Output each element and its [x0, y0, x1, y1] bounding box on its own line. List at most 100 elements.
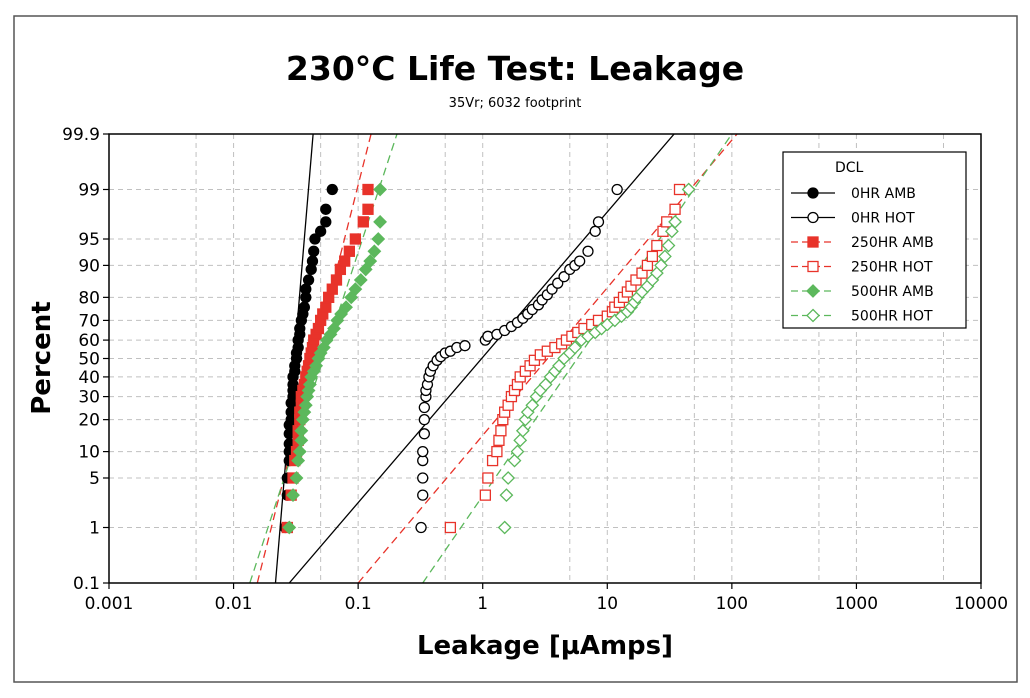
data-point	[320, 203, 332, 215]
data-point	[513, 433, 528, 448]
legend: DCL 0HR AMB 0HR HOT 250HR AMB 250HR HOT 500H…	[782, 151, 967, 329]
data-point	[294, 433, 309, 448]
data-point	[294, 423, 309, 438]
y-tick-label: 10	[78, 443, 100, 463]
data-point	[415, 521, 427, 534]
x-tick-label: 0.1	[345, 594, 372, 614]
y-tick-label: 60	[78, 331, 100, 351]
data-point	[482, 472, 494, 484]
legend-marker	[807, 211, 819, 224]
chart-title: 230°C Life Test: Leakage	[286, 49, 744, 88]
series-500hr-hot	[497, 182, 696, 535]
data-point	[298, 398, 313, 413]
data-point	[510, 444, 525, 459]
data-point	[568, 340, 582, 355]
x-axis-ticks: 0.001 0.01 0.1 1 10 100 1000 10000	[85, 583, 1008, 614]
data-point	[459, 340, 471, 352]
data-point	[479, 489, 492, 501]
x-tick-label: 0.01	[215, 594, 253, 614]
data-point	[326, 183, 338, 196]
y-tick-label: 70	[78, 311, 100, 331]
data-point	[320, 301, 332, 313]
data-point	[418, 413, 430, 426]
data-point	[363, 254, 378, 269]
series-0hr-hot	[415, 183, 623, 534]
data-point	[669, 203, 681, 215]
legend-marker	[807, 236, 819, 248]
x-tick-label: 1	[477, 594, 488, 614]
y-tick-label: 90	[78, 256, 100, 276]
x-axis-title: Leakage [µAmps]	[417, 631, 673, 661]
y-tick-label: 50	[78, 350, 100, 370]
data-point	[339, 300, 353, 315]
data-point	[320, 216, 332, 228]
data-points	[279, 182, 696, 535]
data-point	[282, 520, 297, 535]
data-point	[298, 301, 311, 313]
data-point	[499, 488, 514, 503]
x-tick-label: 0.001	[85, 594, 134, 614]
data-point	[367, 244, 382, 259]
data-point	[418, 428, 430, 440]
data-point	[491, 445, 503, 458]
data-point	[668, 214, 682, 229]
data-point	[330, 274, 343, 286]
data-point	[589, 225, 601, 237]
legend-label: 500HR AMB	[851, 284, 934, 300]
data-point	[497, 520, 512, 535]
data-point	[292, 444, 307, 459]
x-tick-label: 100	[716, 594, 748, 614]
data-point	[302, 274, 315, 286]
data-point	[582, 245, 594, 257]
data-point	[646, 250, 658, 263]
data-point	[651, 239, 663, 252]
data-point	[308, 245, 320, 257]
data-point	[661, 238, 676, 253]
fit-line	[357, 134, 738, 583]
data-point	[291, 453, 306, 468]
data-point	[515, 423, 530, 438]
data-point	[493, 434, 505, 446]
y-axis-title: Percent	[27, 301, 57, 415]
data-point	[309, 233, 321, 245]
legend-label: 250HR AMB	[851, 235, 934, 251]
y-tick-label: 1	[89, 519, 100, 539]
legend-label: 500HR HOT	[851, 309, 933, 325]
data-point	[417, 445, 429, 458]
series-0hr-amb	[279, 183, 338, 534]
data-point	[592, 216, 605, 228]
data-point	[314, 225, 327, 237]
data-point	[349, 233, 362, 245]
x-tick-label: 1000	[835, 594, 878, 614]
y-tick-label: 5	[89, 469, 100, 489]
legend-marker	[806, 308, 820, 323]
data-point	[573, 255, 586, 267]
data-point	[362, 183, 374, 196]
data-point	[482, 330, 494, 342]
legend-label: 0HR HOT	[851, 211, 915, 227]
data-point	[289, 471, 304, 485]
data-point	[326, 283, 338, 295]
data-point	[343, 245, 356, 257]
x-tick-label: 10	[596, 594, 618, 614]
legend-label: 250HR HOT	[851, 260, 933, 276]
legend-marker	[807, 260, 819, 273]
y-tick-label: 99.9	[62, 125, 100, 145]
chart-border	[13, 15, 1018, 683]
data-point	[353, 273, 368, 287]
data-point	[306, 255, 319, 267]
grid	[109, 134, 981, 583]
legend-marker	[806, 284, 820, 298]
chart-subtitle: 35Vr; 6032 footprint	[449, 96, 582, 111]
data-point	[558, 271, 570, 283]
data-point	[348, 282, 363, 297]
data-point	[373, 214, 387, 229]
data-point	[339, 255, 351, 267]
legend-label: 0HR AMB	[851, 186, 916, 202]
data-point	[300, 283, 312, 295]
data-point	[418, 401, 430, 414]
series-500hr-amb	[282, 182, 387, 535]
